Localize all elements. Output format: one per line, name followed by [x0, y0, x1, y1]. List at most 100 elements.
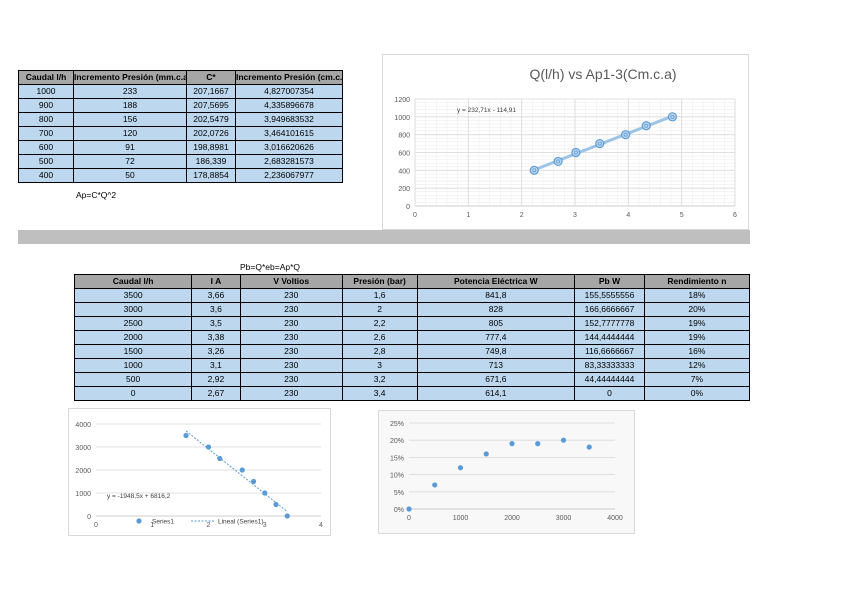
table2-cell[interactable]: 16%	[643, 344, 751, 359]
header-voltios[interactable]: V Voltios	[239, 274, 343, 289]
table1-cell[interactable]: 4,335896678	[235, 98, 343, 113]
header-presion[interactable]: Presión (bar)	[341, 274, 418, 289]
data-point[interactable]	[595, 138, 605, 149]
table2-cell[interactable]: 3,2	[341, 372, 418, 387]
table2-cell[interactable]: 500	[73, 372, 193, 387]
table2-cell[interactable]: 2500	[73, 316, 193, 331]
table2-cell[interactable]: 144,4444444	[574, 330, 645, 345]
table2-cell[interactable]: 230	[239, 330, 343, 345]
data-point[interactable]	[483, 451, 489, 457]
table2-cell[interactable]: 152,7777778	[574, 316, 645, 331]
data-point[interactable]	[535, 441, 541, 447]
table1-cell[interactable]: 207,5695	[186, 98, 236, 113]
table1-cell[interactable]: 156	[73, 112, 187, 127]
table2-cell[interactable]: 230	[239, 316, 343, 331]
table1-cell[interactable]: 900	[18, 98, 74, 113]
table1-cell[interactable]: 400	[18, 168, 74, 183]
table2-cell[interactable]: 1000	[73, 358, 193, 373]
table1-cell[interactable]: 202,0726	[186, 126, 236, 141]
table1-cell[interactable]: 188	[73, 98, 187, 113]
table2-cell[interactable]: 749,8	[416, 344, 576, 359]
table2-cell[interactable]: 116,6666667	[574, 344, 645, 359]
table1-cell[interactable]: 3,464101615	[235, 126, 343, 141]
data-point[interactable]	[621, 130, 631, 140]
table2-cell[interactable]: 0%	[643, 386, 751, 401]
table1-cell[interactable]: 120	[73, 126, 187, 141]
table1-cell[interactable]: 2,683281573	[235, 154, 343, 169]
table2-cell[interactable]: 1,6	[341, 288, 418, 303]
table2-cell[interactable]: 713	[416, 358, 576, 373]
table2-cell[interactable]: 828	[416, 302, 576, 317]
table1-cell[interactable]: 600	[18, 140, 74, 155]
data-point[interactable]	[641, 121, 651, 131]
table2-cell[interactable]: 7%	[643, 372, 751, 387]
table2-cell[interactable]: 166,6666667	[574, 302, 645, 317]
table2-cell[interactable]: 2,67	[191, 386, 241, 401]
table2-cell[interactable]: 3	[341, 358, 418, 373]
table1-cell[interactable]: 500	[18, 154, 74, 169]
table2-cell[interactable]: 3,1	[191, 358, 241, 373]
table2-cell[interactable]: 0	[73, 386, 193, 401]
table2-cell[interactable]: 230	[239, 386, 343, 401]
header-potencia[interactable]: Potencia Eléctrica W	[416, 274, 576, 289]
chart-rendimiento[interactable]: 0% 5% 10% 15% 20% 25% 0 1000 2000 3000 4000	[378, 410, 635, 534]
table2-cell[interactable]: 3,26	[191, 344, 241, 359]
table1-cell[interactable]: 207,1667	[186, 84, 236, 99]
table2-cell[interactable]: 230	[239, 358, 343, 373]
table1-cell[interactable]: 72	[73, 154, 187, 169]
data-point[interactable]	[205, 444, 212, 450]
table2-cell[interactable]: 12%	[643, 358, 751, 373]
table2-cell[interactable]: 2,2	[341, 316, 418, 331]
table1-cell[interactable]: 91	[73, 140, 187, 155]
data-point[interactable]	[529, 165, 539, 175]
table1-cell[interactable]: 4,827007354	[235, 84, 343, 99]
table2-cell[interactable]: 83,33333333	[574, 358, 645, 373]
table1-cell[interactable]: 186,339	[186, 154, 236, 169]
data-point[interactable]	[250, 478, 257, 485]
header-caudal[interactable]: Caudal l/h	[73, 274, 193, 289]
table2-cell[interactable]: 230	[239, 302, 343, 317]
table2-cell[interactable]: 3500	[73, 288, 193, 303]
table2-cell[interactable]: 230	[239, 372, 343, 387]
chart-caudal-vs-presion[interactable]: 0 1000 2000 3000 4000 0 1 2 3 4 y = -1948,5x + 681…	[68, 408, 331, 536]
table1-cell[interactable]: 178,8854	[186, 168, 236, 183]
table1-cell[interactable]: 3,949683532	[235, 112, 343, 127]
chart-q-vs-ap[interactable]: Q(l/h) vs Ap1-3(Cm.c.a) 0 200 400 600 800 1000…	[382, 54, 749, 230]
data-point[interactable]	[667, 112, 678, 122]
table2-cell[interactable]: 2,6	[341, 330, 418, 345]
table2-cell[interactable]: 1500	[73, 344, 193, 359]
table2-cell[interactable]: 20%	[643, 302, 751, 317]
table2-cell[interactable]: 841,8	[416, 288, 576, 303]
data-point[interactable]	[586, 444, 592, 450]
data-point[interactable]	[183, 432, 189, 439]
data-point[interactable]	[273, 501, 279, 508]
header-incremento-cm[interactable]: Incremento Presión (cm.c.a)	[235, 70, 343, 85]
table2-cell[interactable]: 3,38	[191, 330, 241, 345]
table2-cell[interactable]: 3,6	[191, 302, 241, 317]
table2-cell[interactable]: 3000	[73, 302, 193, 317]
table2-cell[interactable]: 777,4	[416, 330, 576, 345]
table1-cell[interactable]: 1000	[18, 84, 74, 99]
table1-cell[interactable]: 800	[18, 112, 74, 127]
table2-cell[interactable]: 614,1	[416, 386, 576, 401]
table2-cell[interactable]: 155,5555556	[574, 288, 645, 303]
table2-cell[interactable]: 3,5	[191, 316, 241, 331]
table2-cell[interactable]: 2000	[73, 330, 193, 345]
data-point[interactable]	[217, 455, 223, 462]
data-point[interactable]	[571, 147, 581, 158]
table2-cell[interactable]: 0	[574, 386, 645, 401]
table2-cell[interactable]: 19%	[643, 330, 751, 345]
header-c[interactable]: C*	[186, 70, 236, 85]
header-rendimiento[interactable]: Rendimiento n	[643, 274, 751, 289]
data-point[interactable]	[284, 513, 290, 519]
table1-cell[interactable]: 700	[18, 126, 74, 141]
data-point[interactable]	[262, 490, 268, 496]
table1-cell[interactable]: 50	[73, 168, 187, 183]
table2-cell[interactable]: 230	[239, 288, 343, 303]
data-point[interactable]	[239, 467, 245, 473]
data-point[interactable]	[560, 437, 567, 443]
header-intensidad[interactable]: I A	[191, 274, 241, 289]
table2-cell[interactable]: 3,4	[341, 386, 418, 401]
data-point[interactable]	[406, 506, 412, 512]
table2-cell[interactable]: 19%	[643, 316, 751, 331]
